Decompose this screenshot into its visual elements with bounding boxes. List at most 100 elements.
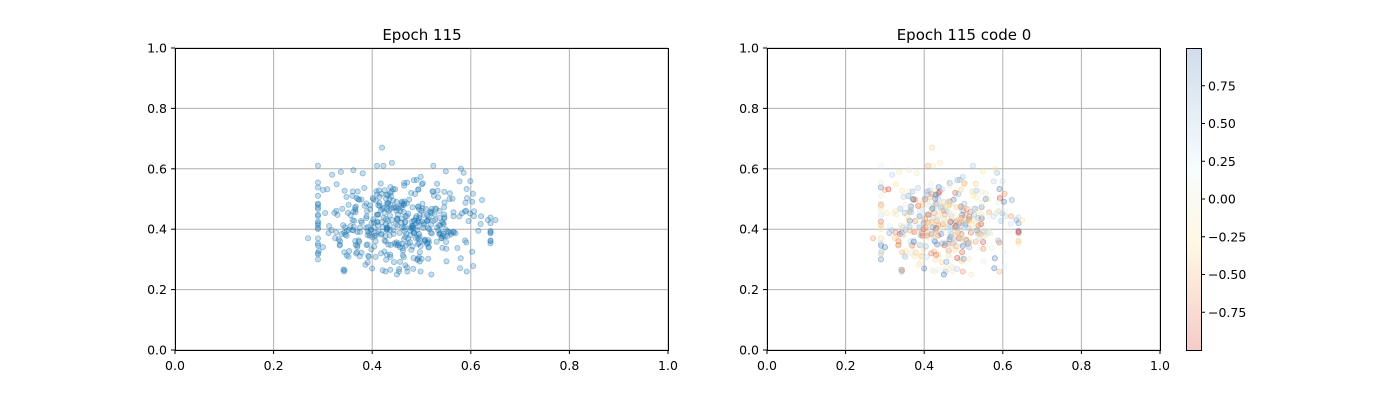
data-point (364, 241, 371, 248)
data-point (463, 268, 470, 275)
data-point (1000, 248, 1007, 255)
data-point (413, 176, 420, 183)
data-point (487, 214, 494, 221)
data-point (314, 251, 321, 258)
y-tick-label: 0.4 (147, 222, 167, 237)
data-point (492, 217, 499, 224)
data-point (450, 209, 457, 216)
data-point (460, 169, 467, 176)
data-point (870, 235, 877, 242)
data-point (413, 220, 420, 227)
data-point (414, 256, 421, 263)
data-point (371, 243, 378, 250)
data-point (923, 238, 930, 245)
y-tick-label: 0.6 (147, 161, 167, 176)
data-point (356, 196, 363, 203)
data-point (421, 236, 428, 243)
data-point (437, 229, 444, 236)
data-point (343, 227, 350, 234)
data-point (443, 258, 450, 265)
data-point (370, 224, 377, 231)
data-point (969, 188, 976, 195)
data-point (940, 198, 947, 205)
colorbar: 0.75 0.50 0.25 0.00 −0.25 −0.50 −0.75 (1186, 48, 1246, 351)
data-point (979, 168, 986, 175)
data-point (443, 245, 450, 252)
data-point (400, 224, 407, 231)
data-point (393, 271, 400, 278)
data-point (314, 240, 321, 247)
data-point (409, 222, 416, 229)
data-point (465, 217, 472, 224)
data-point (415, 235, 422, 242)
data-point (395, 205, 402, 212)
data-point (931, 268, 938, 275)
data-point (403, 200, 410, 207)
data-point (387, 266, 394, 273)
data-point (354, 244, 361, 251)
data-point (314, 201, 321, 208)
data-point (430, 192, 437, 199)
data-point (932, 251, 939, 258)
data-point (441, 204, 448, 211)
y-tick-label: 0.0 (739, 343, 759, 358)
data-point (393, 241, 400, 248)
data-point (386, 232, 393, 239)
data-point (425, 244, 432, 251)
data-point (342, 231, 349, 238)
data-point (350, 167, 357, 174)
data-point (917, 241, 924, 248)
data-point (314, 192, 321, 199)
data-point (425, 216, 432, 223)
data-point (449, 195, 456, 202)
data-point (341, 229, 348, 236)
axis-ticks: 0.0 0.2 0.4 0.6 0.8 1.0 0.0 0.2 0.4 0.6 0.8 1.0 (147, 41, 678, 374)
data-point (380, 162, 387, 169)
data-point (916, 213, 923, 220)
data-point (314, 256, 321, 263)
data-point (427, 209, 434, 216)
data-point (932, 216, 939, 223)
data-point (381, 209, 388, 216)
data-point (958, 235, 965, 242)
data-point (899, 187, 906, 194)
data-point (941, 211, 948, 218)
data-point (959, 249, 966, 256)
data-point (457, 265, 464, 272)
colorbar-gradient (1186, 48, 1202, 351)
data-point (366, 229, 373, 236)
data-point (1015, 220, 1022, 227)
data-point (408, 189, 415, 196)
data-point (889, 171, 896, 178)
data-point (970, 211, 977, 218)
data-point (991, 165, 998, 172)
data-point (935, 190, 942, 197)
data-point (484, 216, 491, 223)
data-point (424, 225, 431, 232)
data-point (435, 227, 442, 234)
data-point (980, 238, 987, 245)
data-point (332, 235, 339, 242)
data-point (938, 204, 945, 211)
data-point (989, 245, 996, 252)
data-point (995, 208, 1002, 215)
data-point (410, 229, 417, 236)
data-point (457, 165, 464, 172)
data-point (419, 180, 426, 187)
data-point (305, 235, 312, 242)
data-point (353, 194, 360, 201)
data-point (343, 232, 350, 239)
data-point (356, 253, 363, 260)
data-point (442, 226, 449, 233)
data-point (410, 177, 417, 184)
colorbar-tick-label: −0.75 (1208, 305, 1246, 320)
data-point (427, 229, 434, 236)
data-point (420, 224, 427, 231)
data-point (463, 186, 470, 193)
data-point (417, 173, 424, 180)
data-point (428, 221, 435, 228)
data-point (340, 222, 347, 229)
data-point (385, 200, 392, 207)
data-point (368, 226, 375, 233)
data-point (946, 236, 953, 243)
